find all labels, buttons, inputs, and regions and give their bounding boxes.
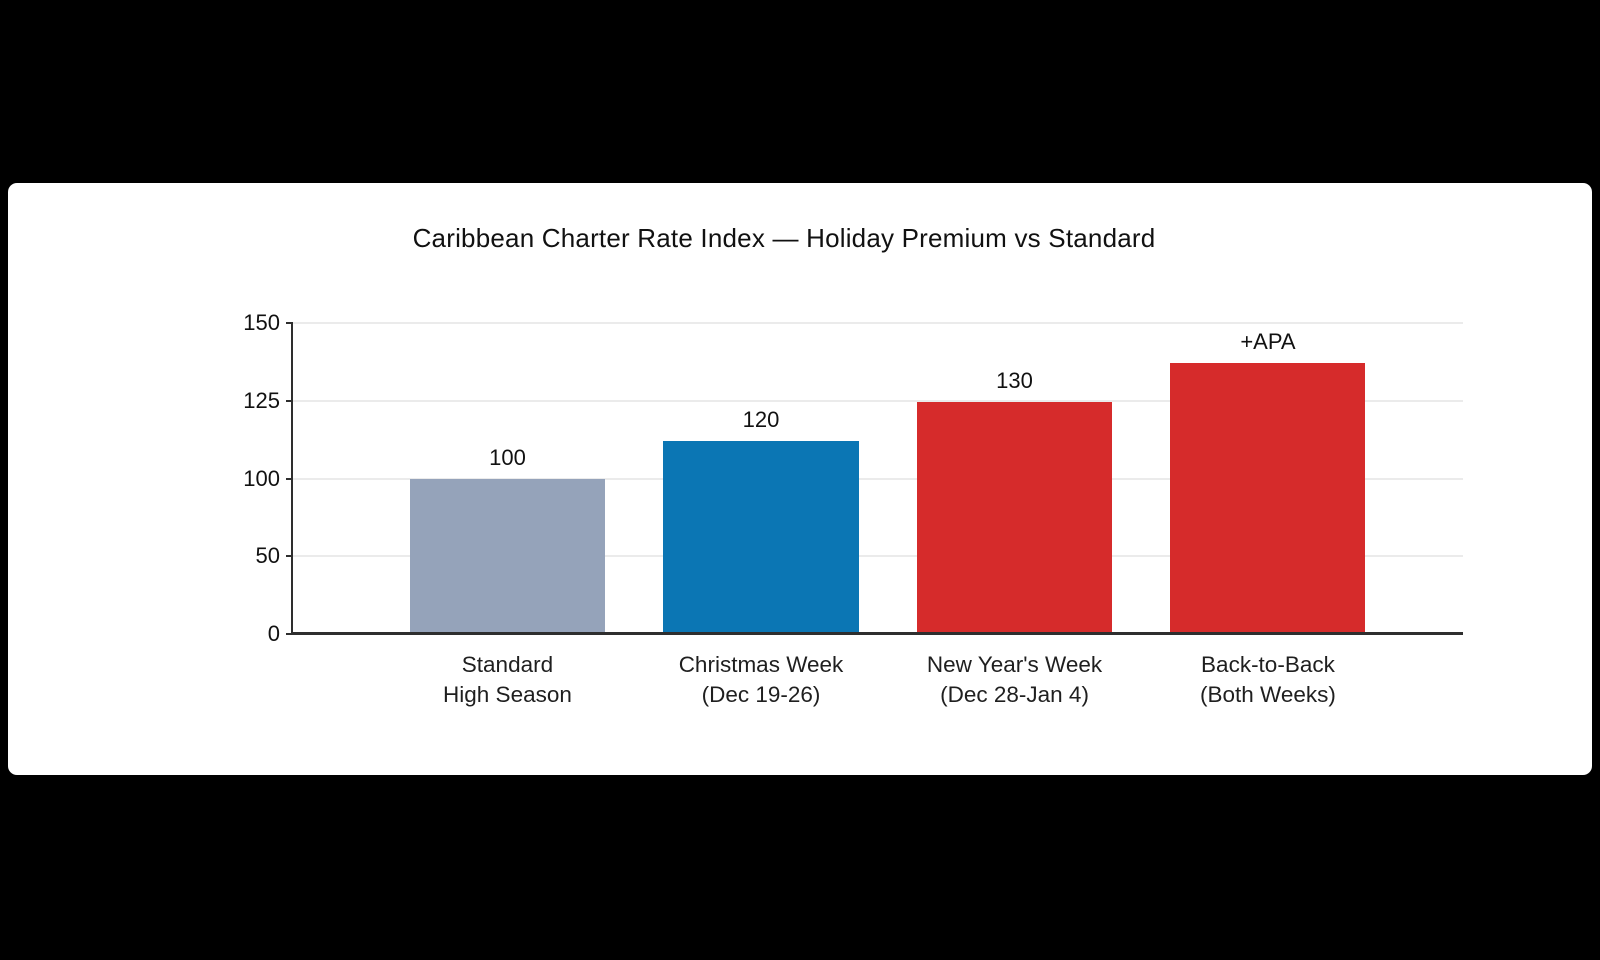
y-tick-label-50: 50 xyxy=(255,543,280,569)
bar-back-to-back xyxy=(1170,363,1366,634)
bar-new-years-week xyxy=(917,402,1113,634)
bar-standard-high-season xyxy=(409,478,605,634)
bar-standard-high-season-category-label: Standard High Season xyxy=(347,650,667,710)
bar-christmas-week xyxy=(663,440,859,634)
bar-christmas-week-value-label: 120 xyxy=(742,406,780,432)
bar-back-to-back-category-line1: Back-to-Back xyxy=(1201,652,1335,677)
bar-standard-high-season-category-line2: High Season xyxy=(443,682,572,707)
y-tick-label-100: 100 xyxy=(243,465,280,491)
y-tick-label-0: 0 xyxy=(267,621,280,646)
gridline-y-50 xyxy=(293,555,1463,558)
bar-new-years-week-category-line1: New Year's Week xyxy=(926,652,1103,677)
y-tick-mark-0 xyxy=(286,633,293,635)
y-tick-mark-150 xyxy=(286,322,293,324)
bar-back-to-back-category-line2: (Both Weeks) xyxy=(1200,682,1336,707)
bar-new-years-week-category-line2: (Dec 28-Jan 4) xyxy=(940,682,1089,707)
gridline-y-150 xyxy=(293,322,1463,324)
y-tick-label-125: 125 xyxy=(243,387,280,413)
bar-standard-high-season-category-line1: Standard xyxy=(461,652,554,677)
plot-area: 150 125 100 50 0 100 Standard High Season 120 Chr… xyxy=(243,312,1463,707)
bar-christmas-week-category-line2: (Dec 19-26) xyxy=(701,682,821,707)
y-tick-mark-100 xyxy=(286,477,293,480)
chart-title: Caribbean Charter Rate Index — Holiday P… xyxy=(412,223,1156,253)
chart-card: Caribbean Charter Rate Index — Holiday P… xyxy=(8,183,1592,775)
y-tick-mark-125 xyxy=(286,399,293,402)
bar-back-to-back-category-label: Back-to-Back (Both Weeks) xyxy=(1108,650,1428,710)
y-tick-label-150: 150 xyxy=(243,310,280,335)
gridline-y-100 xyxy=(293,477,1463,480)
gridline-y-125 xyxy=(293,399,1463,402)
bar-new-years-week-category-label: New Year's Week (Dec 28-Jan 4) xyxy=(855,650,1175,710)
bar-new-years-week-value-label: 130 xyxy=(996,368,1033,394)
y-tick-mark-50 xyxy=(286,555,293,558)
bar-back-to-back-value-label: +APA xyxy=(1240,329,1296,355)
bar-standard-high-season-value-label: 100 xyxy=(489,444,526,470)
bar-christmas-week-category-label: Christmas Week (Dec 19-26) xyxy=(601,650,921,710)
x-axis-line xyxy=(291,632,1463,635)
bar-christmas-week-category-line1: Christmas Week xyxy=(678,652,844,677)
